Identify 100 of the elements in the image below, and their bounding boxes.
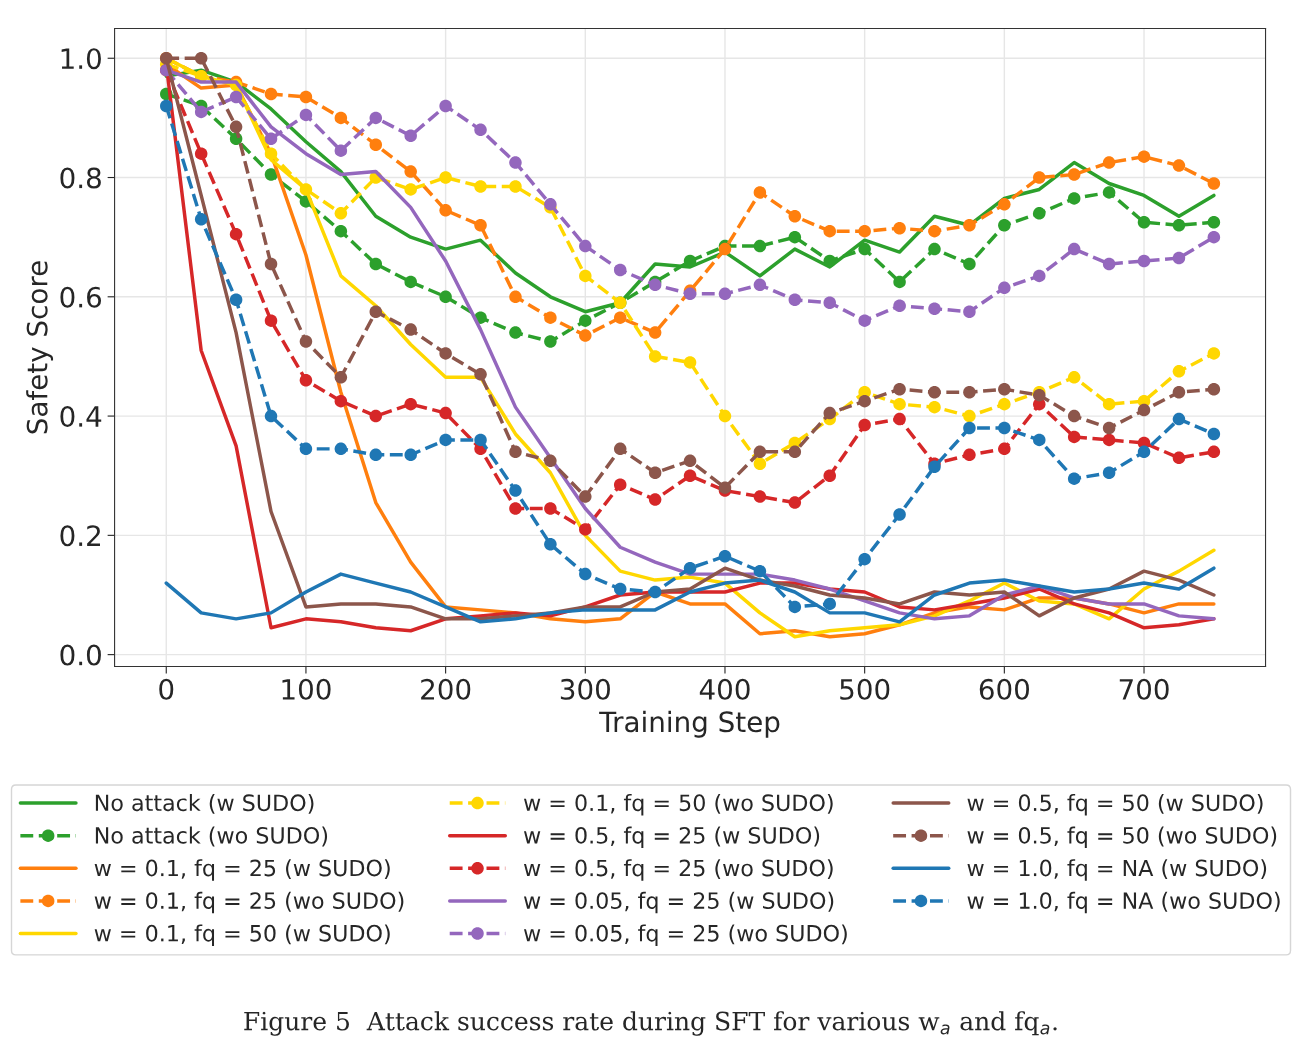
point	[404, 183, 417, 196]
legend-label: w = 0.5, fq = 50 (w SUDO)	[967, 793, 1263, 816]
point	[1137, 216, 1151, 229]
y-tick-label: 1.0	[61, 48, 101, 70]
point	[753, 239, 767, 253]
point	[1172, 218, 1186, 232]
point	[1207, 427, 1221, 441]
point	[928, 242, 941, 256]
point	[788, 230, 802, 244]
point	[683, 454, 697, 468]
point	[299, 90, 313, 104]
legend-label: w = 1.0, fq = NA (wo SUDO)	[967, 891, 1280, 914]
point	[998, 397, 1011, 411]
point	[369, 138, 383, 151]
legend-label: No attack (wo SUDO)	[95, 826, 328, 847]
point	[264, 257, 278, 271]
point	[1207, 177, 1221, 190]
point	[1102, 186, 1116, 199]
x-tick-label: 0	[159, 678, 174, 700]
x-tick-label: 700	[1119, 678, 1169, 700]
point	[823, 469, 836, 482]
point	[229, 227, 243, 241]
point	[334, 442, 348, 456]
legend-label: No attack (w SUDO)	[95, 793, 314, 814]
point	[439, 99, 452, 113]
point	[963, 448, 976, 462]
point	[1102, 397, 1116, 411]
point	[928, 385, 941, 399]
point	[404, 275, 417, 289]
point	[1172, 385, 1186, 399]
point	[1033, 171, 1046, 184]
point	[579, 490, 592, 503]
point	[1067, 371, 1081, 384]
point	[474, 368, 487, 381]
point	[648, 466, 662, 479]
point	[963, 385, 976, 399]
point	[1033, 269, 1046, 283]
point	[1067, 430, 1081, 444]
legend-label: w = 0.5, fq = 25 (w SUDO)	[523, 826, 820, 849]
x-tick-label: 200	[421, 678, 471, 700]
point	[579, 523, 592, 536]
point	[1033, 207, 1046, 220]
point	[753, 278, 767, 292]
point	[299, 183, 313, 196]
y-tick-label: 0.6	[60, 286, 102, 308]
point	[753, 564, 767, 578]
point	[718, 549, 732, 563]
point	[369, 409, 383, 423]
point	[753, 186, 767, 199]
legend-label: w = 1.0, fq = NA (w SUDO)	[967, 859, 1267, 881]
point	[893, 508, 906, 521]
point	[299, 108, 313, 122]
point	[823, 254, 836, 268]
point	[579, 329, 592, 342]
point	[404, 397, 417, 411]
point	[194, 105, 208, 119]
point	[229, 293, 243, 307]
point	[963, 218, 976, 232]
point	[474, 123, 487, 137]
point	[264, 132, 278, 146]
point	[474, 218, 487, 232]
point	[1137, 403, 1151, 417]
point	[858, 552, 871, 566]
y-tick-label: 0.8	[60, 167, 101, 189]
point	[264, 314, 278, 327]
point	[893, 275, 906, 289]
point	[1137, 150, 1151, 163]
point	[998, 442, 1011, 456]
point	[1067, 472, 1081, 485]
point	[509, 290, 522, 304]
point	[404, 323, 417, 336]
point	[683, 254, 697, 268]
point	[648, 326, 662, 339]
point	[928, 400, 941, 414]
point	[1172, 251, 1186, 265]
point	[264, 87, 278, 101]
point	[998, 198, 1011, 211]
point	[928, 302, 941, 315]
point	[788, 445, 802, 459]
point	[648, 350, 662, 363]
point	[1207, 445, 1221, 459]
point	[404, 129, 417, 143]
point	[439, 433, 452, 447]
point	[788, 293, 802, 307]
point	[683, 356, 697, 369]
point	[823, 296, 836, 310]
point	[229, 90, 243, 104]
point	[509, 502, 522, 515]
point	[858, 224, 871, 238]
point	[683, 561, 697, 575]
point	[299, 335, 313, 348]
point	[858, 394, 871, 408]
point	[823, 406, 836, 420]
legend-label: w = 0.1, fq = 25 (wo SUDO)	[94, 891, 404, 914]
x-axis-title: Training Step	[599, 710, 780, 738]
point	[334, 224, 348, 238]
point	[509, 156, 522, 169]
y-tick-label: 0.2	[60, 525, 100, 547]
point	[1207, 230, 1221, 244]
point	[1067, 242, 1081, 256]
